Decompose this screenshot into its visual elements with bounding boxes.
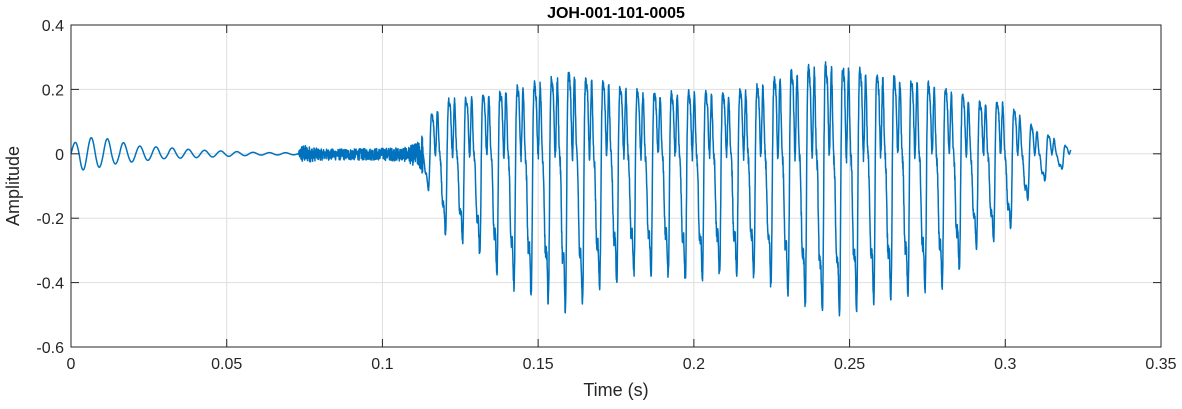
x-tick-label: 0.25	[834, 356, 865, 373]
waveform-series-line	[70, 61, 1072, 317]
y-tick-label: 0	[55, 147, 64, 164]
x-axis-label: Time (s)	[583, 380, 648, 400]
y-tick-label: -0.2	[36, 211, 64, 228]
axes: 0 0.05 0.1 0.15 0.2 0.25 0.3 0.35 -0.6 -0.4 -0.2 0 0…	[36, 18, 1176, 373]
y-tick-label: -0.6	[36, 340, 64, 357]
series-layer	[70, 61, 1072, 317]
chart-title: JOH-001-101-0005	[547, 5, 685, 22]
x-tick-label: 0	[67, 356, 76, 373]
x-tick-label: 0.15	[523, 356, 554, 373]
x-tick-label: 0.3	[994, 356, 1016, 373]
x-tick-label: 0.35	[1145, 356, 1176, 373]
x-tick-label: 0.1	[371, 356, 393, 373]
y-tick-label: 0.4	[42, 18, 64, 35]
y-axis-label: Amplitude	[3, 146, 23, 226]
y-tick-label: -0.4	[36, 276, 64, 293]
plot-area	[71, 25, 1161, 347]
plot-frame	[70, 24, 1162, 348]
x-tick-label: 0.2	[683, 356, 705, 373]
y-tick-label: 0.2	[42, 82, 64, 99]
x-tick-label: 0.05	[211, 356, 242, 373]
